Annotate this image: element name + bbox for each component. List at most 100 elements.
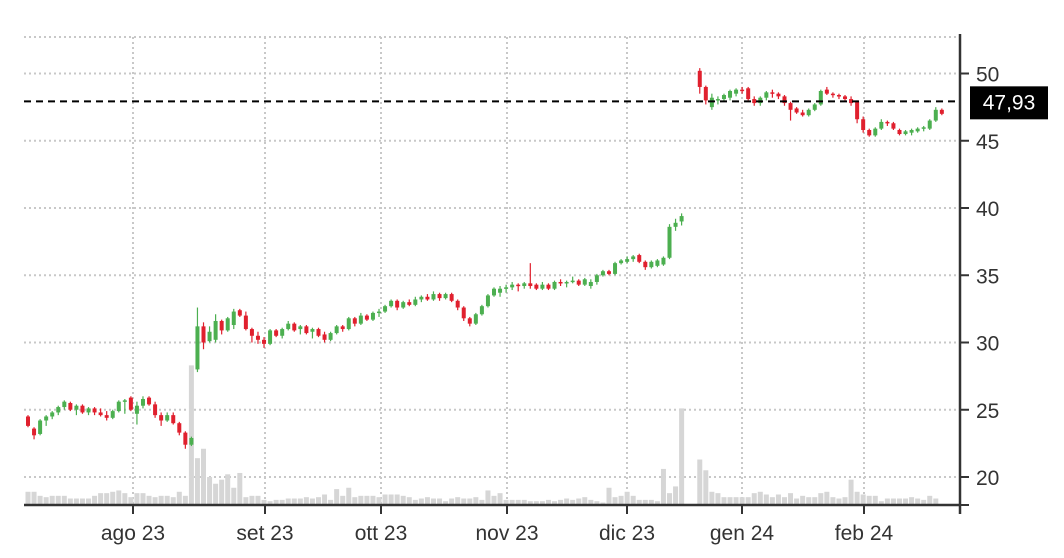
candle-up	[207, 331, 212, 342]
volume-bar	[769, 497, 775, 505]
candle-down	[546, 284, 551, 289]
volume-bar	[878, 501, 884, 505]
candle-up	[492, 288, 496, 296]
candle-down	[576, 280, 581, 285]
candle-up	[873, 128, 878, 136]
volume-bar	[467, 498, 473, 505]
candle-down	[855, 101, 860, 120]
volume-bar	[903, 498, 909, 505]
candle-down	[304, 326, 309, 334]
candle-down	[788, 103, 793, 110]
x-tick-label: ago 23	[101, 522, 165, 545]
volume-bar	[267, 501, 273, 505]
gridlines	[24, 36, 960, 505]
volume-bar	[915, 498, 921, 505]
last-price-line: 47,93	[24, 86, 1048, 120]
candle-down	[80, 405, 85, 413]
candle-down	[843, 96, 848, 100]
candle-up	[473, 314, 478, 324]
volume-bar	[715, 493, 721, 505]
volume-bar	[25, 491, 31, 505]
candle-up	[413, 299, 418, 305]
volume-bar	[86, 498, 92, 505]
volume-bar	[388, 494, 394, 505]
volume-bar	[243, 497, 249, 505]
volume-bar	[545, 499, 551, 505]
candle-up	[165, 415, 170, 421]
volume-bar	[322, 494, 328, 505]
volume-bar	[315, 497, 321, 505]
volume-bar	[630, 495, 636, 505]
volume-bar	[884, 498, 890, 505]
volume-bar	[709, 491, 715, 505]
candle-down	[68, 403, 73, 410]
volume-bar	[890, 498, 896, 505]
volume-bar	[406, 497, 412, 505]
volume-bar	[521, 499, 527, 505]
volume-bar	[558, 499, 564, 505]
candle-down	[171, 415, 176, 424]
candle-up	[715, 99, 720, 101]
volume-bar	[848, 479, 854, 505]
candle-up	[383, 306, 388, 312]
volume-bar	[739, 497, 745, 505]
volume-bar	[491, 495, 497, 505]
volume-bar	[830, 497, 836, 505]
candle-up	[225, 318, 230, 331]
candle-up	[709, 97, 714, 108]
volume-bar	[79, 498, 85, 505]
candle-up	[134, 405, 139, 414]
candle-up	[56, 407, 61, 413]
candle-down	[849, 99, 854, 104]
volume-bar	[582, 497, 588, 505]
volume-bar	[207, 477, 213, 505]
volume-bar	[346, 487, 352, 505]
candle-down	[770, 92, 775, 94]
volume-bar	[636, 499, 642, 505]
volume-bar	[455, 497, 461, 505]
volume-bar	[201, 448, 207, 505]
volume-bar	[110, 491, 116, 505]
volume-bar	[745, 497, 751, 505]
candle-up	[649, 261, 654, 268]
candle-up	[915, 128, 920, 132]
volume-bar	[654, 501, 660, 505]
x-tick-label: ott 23	[355, 522, 408, 545]
volume-bar	[104, 493, 110, 505]
candle-down	[449, 294, 454, 301]
candle-up	[443, 294, 448, 299]
candle-down	[794, 108, 799, 113]
candle-up	[667, 226, 672, 258]
candle-down	[776, 93, 781, 97]
volume-bar	[576, 498, 582, 505]
candle-down	[746, 88, 751, 100]
candle-up	[552, 281, 557, 289]
x-tick-label: set 23	[236, 522, 293, 545]
volume-bar	[43, 497, 49, 505]
volume-bar	[806, 497, 812, 505]
candle-down	[782, 96, 787, 104]
volume-bar	[394, 494, 400, 505]
candle-up	[673, 222, 678, 227]
candle-down	[92, 408, 97, 413]
volume-bar	[527, 501, 533, 505]
candle-up	[909, 129, 914, 133]
volume-bar	[279, 499, 285, 505]
candle-down	[340, 326, 345, 330]
volume-bar	[443, 501, 449, 505]
volume-bar	[515, 499, 521, 505]
candle-down	[752, 99, 757, 104]
candle-up	[600, 271, 605, 276]
candle-up	[927, 120, 932, 129]
volume-bar	[255, 495, 261, 505]
x-tick-label: nov 23	[475, 522, 538, 545]
candle-down	[316, 329, 321, 336]
volume-bar	[909, 497, 915, 505]
candle-up	[728, 90, 733, 98]
candle-down	[292, 323, 297, 331]
volume-bar	[485, 490, 491, 505]
volume-bar	[461, 498, 467, 505]
volume-bar	[933, 498, 939, 505]
volume-bar	[364, 495, 370, 505]
